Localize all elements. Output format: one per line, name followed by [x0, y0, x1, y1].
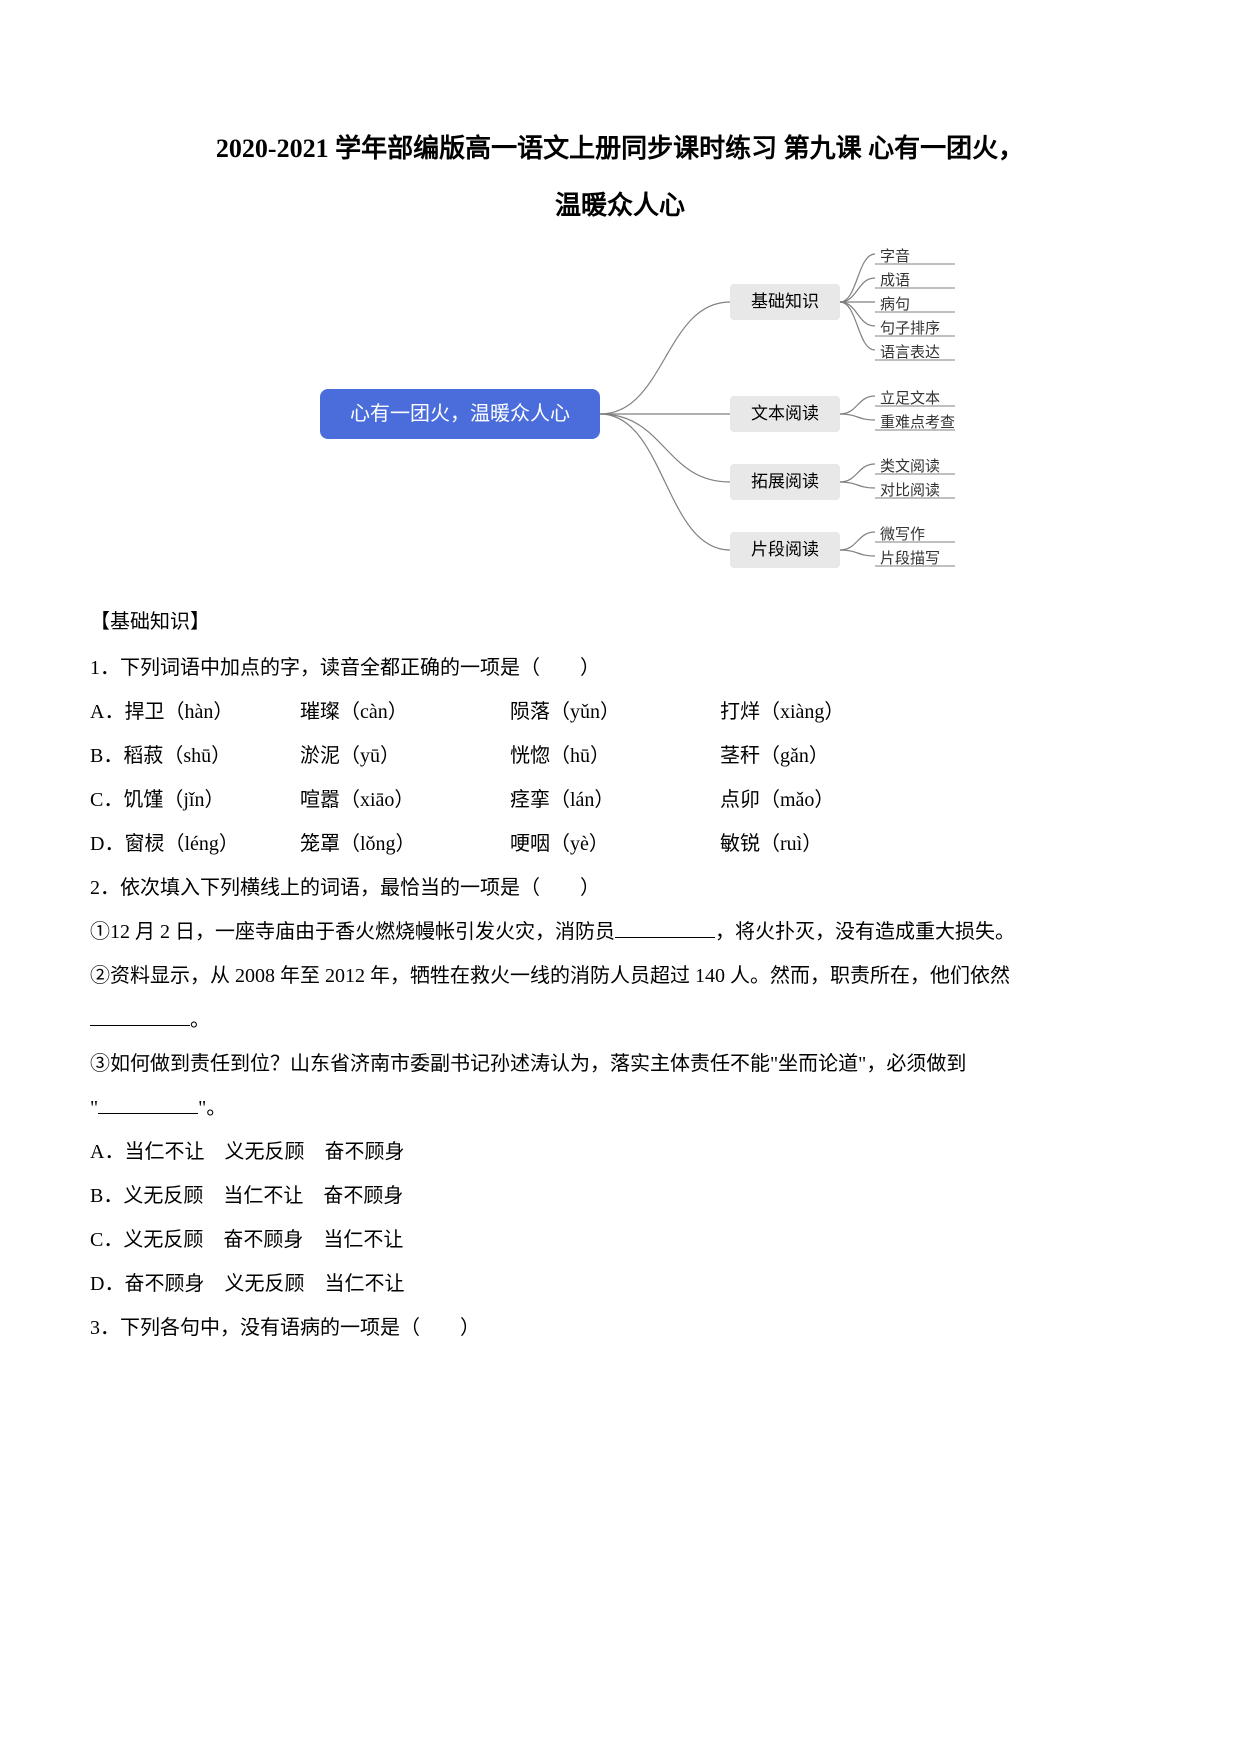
- diagram-center: 心有一团火，温暖众人心: [320, 389, 600, 439]
- q1-option-cell: A．捍卫（hàn）: [90, 694, 300, 730]
- diagram-category: 基础知识: [730, 284, 840, 320]
- q3-stem: 3．下列各句中，没有语病的一项是（ ）: [90, 1310, 1150, 1346]
- q1-option-cell: 打烊（xiàng）: [720, 694, 930, 730]
- q1-option-cell: 点卯（mǎo）: [720, 782, 930, 818]
- q1-option-cell: C．饥馑（jǐn）: [90, 782, 300, 818]
- q1-option-cell: 恍惚（hū）: [510, 738, 720, 774]
- q1-option-cell: B．稻菽（shū）: [90, 738, 300, 774]
- q2-option: A．当仁不让 义无反顾 奋不顾身: [90, 1134, 1150, 1170]
- diagram-leaf: 微写作: [880, 522, 925, 549]
- diagram-leaf: 片段描写: [880, 546, 940, 573]
- q1-option-row: A．捍卫（hàn）璀璨（càn）陨落（yǔn）打烊（xiàng）: [90, 694, 1150, 730]
- q1-option-cell: 痉挛（lán）: [510, 782, 720, 818]
- diagram-leaf: 字音: [880, 244, 910, 271]
- doc-title-line2: 温暖众人心: [90, 177, 1150, 234]
- diagram-leaf: 重难点考查: [880, 410, 955, 437]
- q2-text-span: ②资料显示，从 2008 年至 2012 年，牺牲在救火一线的消防人员超过 14…: [90, 965, 1010, 987]
- q1-option-cell: 哽咽（yè）: [510, 826, 720, 862]
- blank-underline: [98, 1094, 198, 1114]
- q2-option: C．义无反顾 奋不顾身 当仁不让: [90, 1222, 1150, 1258]
- diagram-leaf: 病句: [880, 292, 910, 319]
- q2-options: A．当仁不让 义无反顾 奋不顾身 B．义无反顾 当仁不让 奋不顾身 C．义无反顾 奋…: [90, 1134, 1150, 1302]
- diagram-leaf: 句子排序: [880, 316, 940, 343]
- q1-option-row: B．稻菽（shū）淤泥（yū）恍惚（hū）茎秆（gǎn）: [90, 738, 1150, 774]
- diagram-category: 片段阅读: [730, 532, 840, 568]
- q1-stem: 1．下列词语中加点的字，读音全都正确的一项是（ ）: [90, 650, 1150, 686]
- q1-option-cell: 淤泥（yū）: [300, 738, 510, 774]
- mindmap-lines: [90, 244, 1150, 584]
- diagram-leaf: 语言表达: [880, 340, 940, 367]
- q1-option-cell: 笼罩（lǒng）: [300, 826, 510, 862]
- q1-option-cell: 敏锐（ruì）: [720, 826, 930, 862]
- q2-text-span: ，将火扑灭，没有造成重大损失。: [715, 921, 1015, 943]
- blank-underline: [615, 918, 715, 938]
- q2-text-span: ③如何做到责任到位？山东省济南市委副书记孙述涛认为，落实主体责任不能"坐而论道"…: [90, 1053, 966, 1075]
- q1-option-row: C．饥馑（jǐn）喧嚣（xiāo）痉挛（lán）点卯（mǎo）: [90, 782, 1150, 818]
- q2-option: B．义无反顾 当仁不让 奋不顾身: [90, 1178, 1150, 1214]
- diagram-leaf: 对比阅读: [880, 478, 940, 505]
- doc-title-line1: 2020-2021 学年部编版高一语文上册同步课时练习 第九课 心有一团火，: [90, 120, 1150, 177]
- q1-options: A．捍卫（hàn）璀璨（càn）陨落（yǔn）打烊（xiàng） B．稻菽（shū…: [90, 694, 1150, 862]
- diagram-leaf: 类文阅读: [880, 454, 940, 481]
- mindmap-diagram: 心有一团火，温暖众人心 基础知识 字音成语病句句子排序语言表达文本阅读 立足文本重难…: [90, 244, 1150, 584]
- q1-option-cell: 喧嚣（xiāo）: [300, 782, 510, 818]
- q2-stem: 2．依次填入下列横线上的词语，最恰当的一项是（ ）: [90, 870, 1150, 906]
- q2-option: D．奋不顾身 义无反顾 当仁不让: [90, 1266, 1150, 1302]
- q1-option-row: D．窗棂（léng）笼罩（lǒng）哽咽（yè）敏锐（ruì）: [90, 826, 1150, 862]
- q1-option-cell: 璀璨（càn）: [300, 694, 510, 730]
- q2-text-span: ": [90, 1097, 98, 1119]
- blank-underline: [90, 1006, 190, 1026]
- q1-option-cell: D．窗棂（léng）: [90, 826, 300, 862]
- diagram-category: 拓展阅读: [730, 464, 840, 500]
- q2-context-line: 。: [90, 1002, 1150, 1038]
- q1-option-cell: 陨落（yǔn）: [510, 694, 720, 730]
- section-basic-heading: 【基础知识】: [90, 604, 1150, 640]
- diagram-leaf: 立足文本: [880, 386, 940, 413]
- q2-context-line: " "。: [90, 1090, 1150, 1126]
- q2-context-line: ③如何做到责任到位？山东省济南市委副书记孙述涛认为，落实主体责任不能"坐而论道"…: [90, 1046, 1150, 1082]
- q2-context-line: ②资料显示，从 2008 年至 2012 年，牺牲在救火一线的消防人员超过 14…: [90, 958, 1150, 994]
- diagram-leaf: 成语: [880, 268, 910, 295]
- q2-context-lines: ①12 月 2 日，一座寺庙由于香火燃烧幔帐引发火灾，消防员 ，将火扑灭，没有造成…: [90, 914, 1150, 1126]
- q2-text-span: ①12 月 2 日，一座寺庙由于香火燃烧幔帐引发火灾，消防员: [90, 921, 615, 943]
- q2-context-line: ①12 月 2 日，一座寺庙由于香火燃烧幔帐引发火灾，消防员 ，将火扑灭，没有造成…: [90, 914, 1150, 950]
- q1-option-cell: 茎秆（gǎn）: [720, 738, 930, 774]
- q2-text-span: 。: [190, 1009, 210, 1031]
- diagram-category: 文本阅读: [730, 396, 840, 432]
- q2-text-span: "。: [198, 1097, 226, 1119]
